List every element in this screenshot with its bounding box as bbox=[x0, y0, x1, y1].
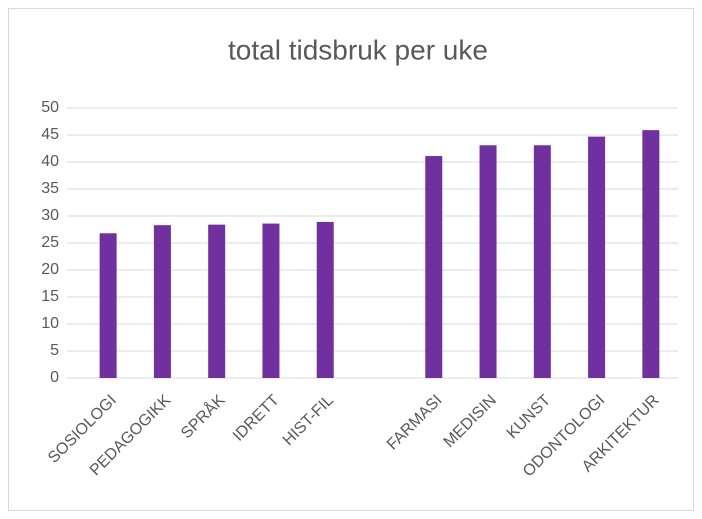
chart-border bbox=[8, 8, 694, 511]
y-tick-label: 30 bbox=[41, 207, 59, 224]
y-tick-label: 40 bbox=[41, 153, 59, 170]
y-tick-label: 20 bbox=[41, 261, 59, 278]
bar bbox=[99, 233, 117, 378]
bar bbox=[588, 136, 606, 378]
y-tick-label: 25 bbox=[41, 234, 59, 251]
bar bbox=[208, 224, 226, 378]
bar bbox=[479, 145, 497, 378]
y-tick-label: 10 bbox=[41, 315, 59, 332]
y-tick-label: 5 bbox=[50, 342, 59, 359]
y-tick-label: 35 bbox=[41, 180, 59, 197]
y-tick-label: 45 bbox=[41, 126, 59, 143]
bar bbox=[316, 221, 334, 378]
bar bbox=[262, 223, 280, 378]
bar bbox=[153, 225, 171, 378]
chart-title: total tidsbruk per uke bbox=[228, 34, 488, 65]
bar bbox=[533, 145, 551, 378]
y-tick-label: 50 bbox=[41, 99, 59, 116]
y-tick-label: 15 bbox=[41, 288, 59, 305]
bar bbox=[425, 156, 443, 378]
bar bbox=[642, 130, 660, 378]
y-tick-label: 0 bbox=[50, 369, 59, 386]
